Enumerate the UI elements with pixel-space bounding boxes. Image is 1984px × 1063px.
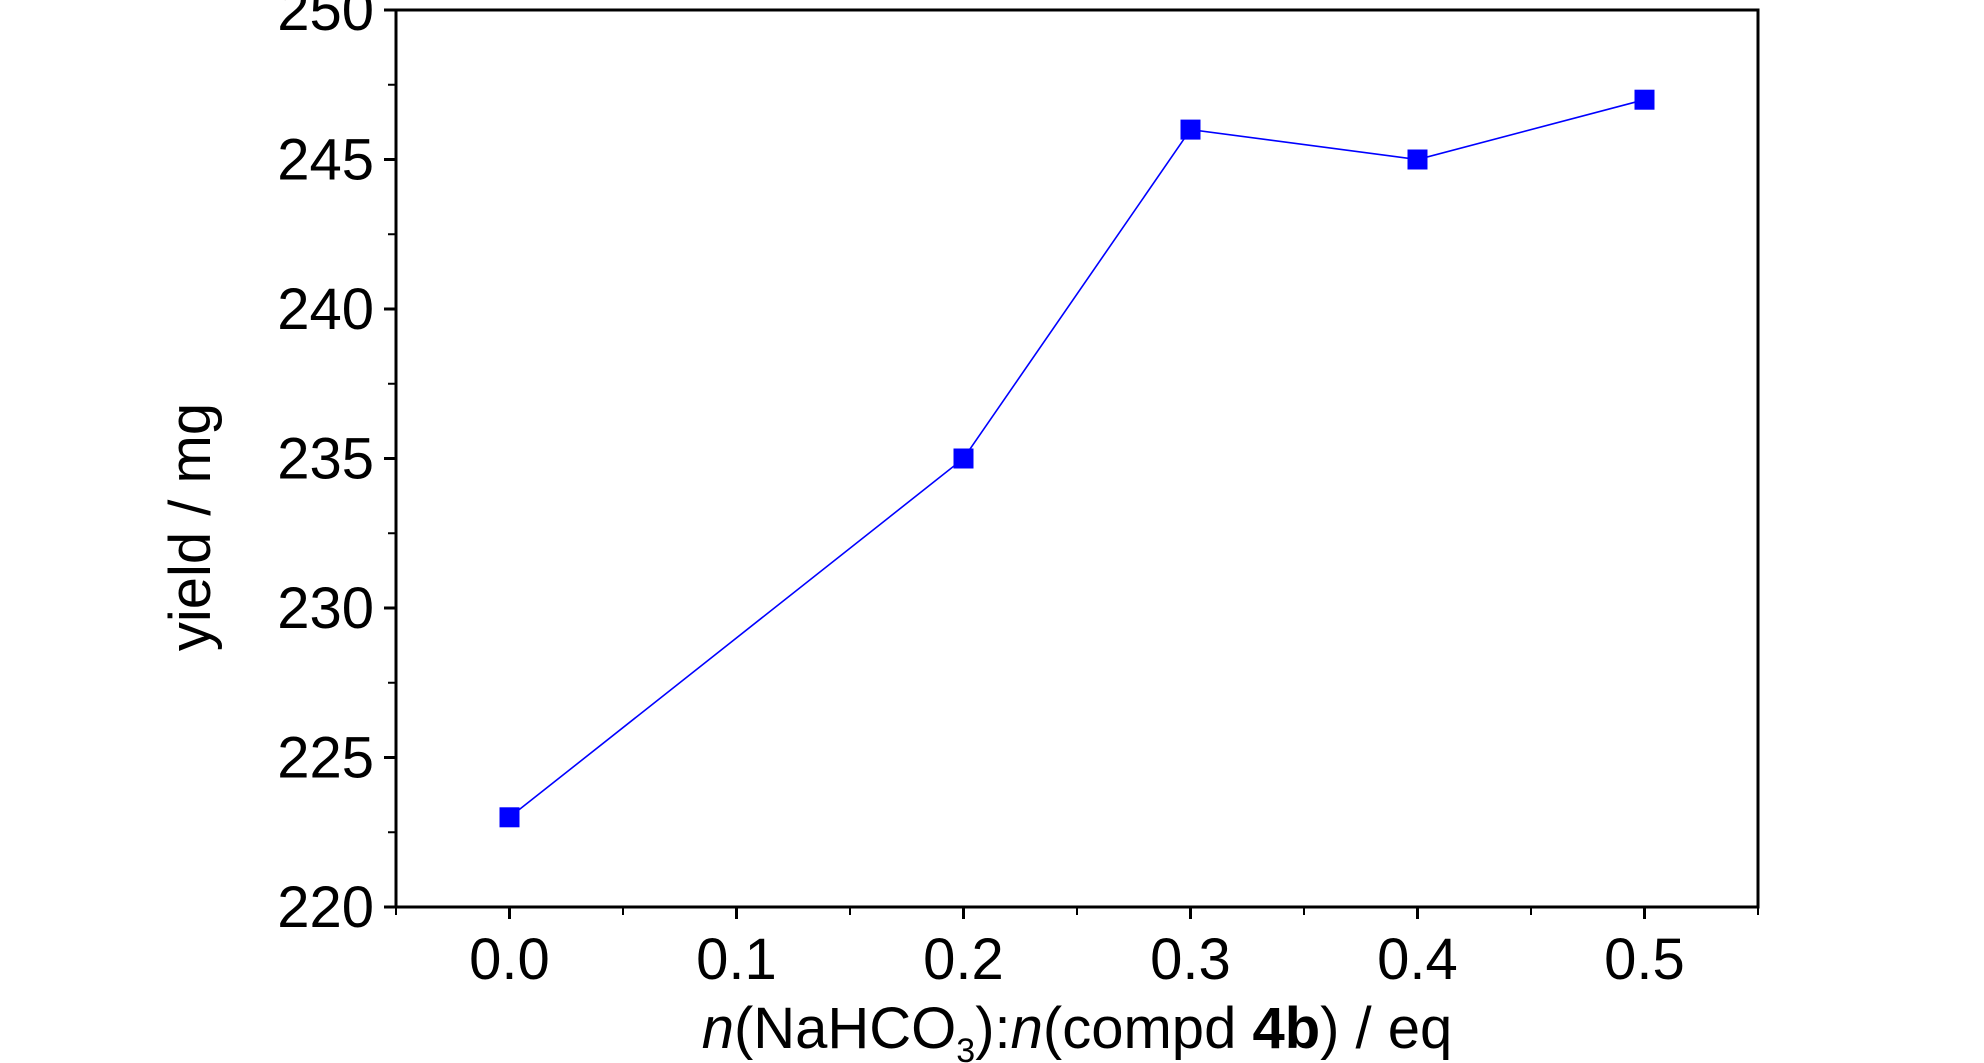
x-axis-title-part3: (compd [1043,996,1253,1061]
plot-frame [394,8,1760,909]
x-axis-title-part1: (NaHCO [734,996,956,1061]
x-tick-label: 0.3 [1150,927,1231,992]
x-axis-title-part4: ) / eq [1320,996,1452,1061]
y-tick-label: 240 [277,277,374,342]
x-axis-title-bold: 4b [1252,996,1320,1061]
y-tick-label: 235 [277,427,374,492]
x-tick-label: 0.5 [1604,927,1685,992]
major-ticks [384,8,1646,919]
x-axis-title-n2: n [1011,996,1043,1061]
y-tick-label: 250 [277,0,374,43]
y-tick-label: 245 [277,128,374,193]
data-point-marker [1634,89,1655,110]
series-line [509,98,1645,818]
x-axis-title: n(NaHCO3):n(compd 4b) / eq [702,996,1453,1063]
data-point-marker [953,448,974,469]
minor-ticks [388,83,1759,915]
x-axis-title-part2: ): [975,996,1010,1061]
series-layer [499,89,1655,828]
y-tick-labels: 220 225 230 235 240 245 250 [277,0,374,940]
x-tick-labels: 0.0 0.1 0.2 0.3 0.4 0.5 [469,927,1685,992]
x-axis-title-n1: n [702,996,734,1061]
y-axis-title: yield / mg [158,403,223,651]
y-tick-label: 230 [277,576,374,641]
x-axis-title-subscript: 3 [956,1032,975,1063]
x-tick-label: 0.4 [1377,927,1458,992]
x-tick-label: 0.1 [696,927,777,992]
data-point-marker [1407,149,1428,170]
y-tick-label: 220 [277,875,374,940]
data-point-marker [1180,119,1201,140]
x-tick-label: 0.0 [469,927,550,992]
data-point-marker [499,807,520,828]
y-tick-label: 225 [277,726,374,791]
x-tick-label: 0.2 [923,927,1004,992]
